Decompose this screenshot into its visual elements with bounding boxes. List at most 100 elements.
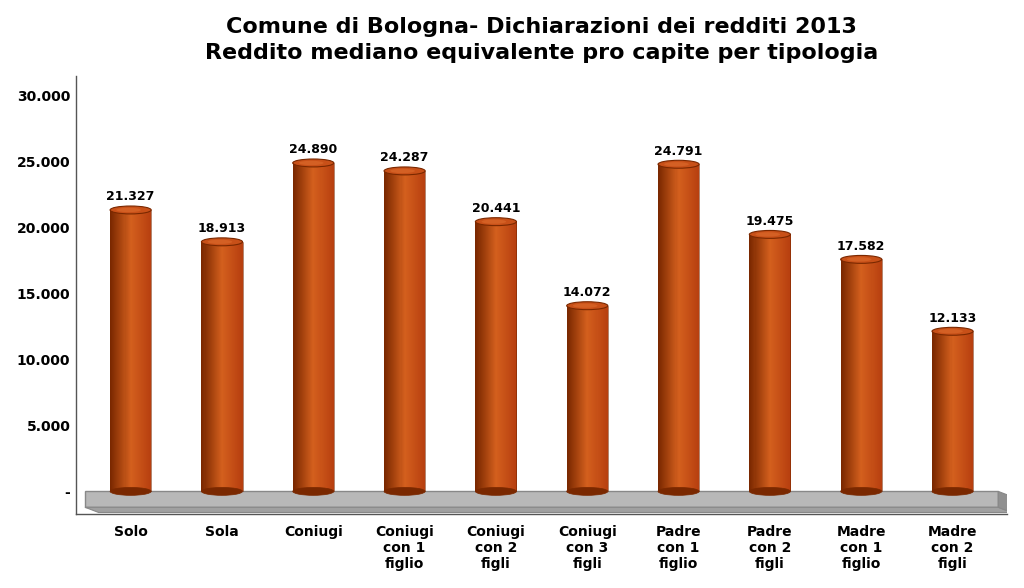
Bar <box>587 306 589 492</box>
Bar <box>118 210 119 492</box>
Bar <box>600 306 601 492</box>
Bar <box>497 222 498 492</box>
Bar <box>939 331 940 492</box>
Bar <box>402 171 403 492</box>
Bar <box>148 210 150 492</box>
Bar <box>142 210 143 492</box>
Ellipse shape <box>208 240 232 244</box>
Bar <box>597 306 598 492</box>
Bar <box>957 331 958 492</box>
Bar <box>307 163 308 492</box>
Bar <box>324 163 325 492</box>
Bar <box>312 163 313 492</box>
Bar <box>673 164 674 492</box>
Bar <box>679 164 680 492</box>
Bar <box>484 222 485 492</box>
Bar <box>688 164 689 492</box>
Bar <box>515 222 516 492</box>
Bar <box>566 306 568 492</box>
Ellipse shape <box>566 302 608 310</box>
Bar <box>136 210 137 492</box>
Bar <box>569 306 571 492</box>
Bar <box>309 163 310 492</box>
Bar <box>669 164 670 492</box>
Bar <box>853 259 854 492</box>
Bar <box>241 242 242 492</box>
Bar <box>868 259 869 492</box>
Bar <box>786 235 787 492</box>
Bar <box>842 259 843 492</box>
Bar <box>507 222 508 492</box>
Bar <box>678 164 679 492</box>
Bar <box>399 171 400 492</box>
Bar <box>956 331 957 492</box>
Bar <box>785 235 786 492</box>
Bar <box>684 164 685 492</box>
Bar <box>319 163 321 492</box>
Bar <box>401 171 402 492</box>
Bar <box>327 163 328 492</box>
Bar <box>945 331 946 492</box>
Bar <box>693 164 694 492</box>
Bar <box>863 259 864 492</box>
Bar <box>219 242 220 492</box>
Bar <box>414 171 415 492</box>
Bar <box>317 163 318 492</box>
Bar <box>788 235 790 492</box>
Text: 19.475: 19.475 <box>745 215 794 228</box>
Bar <box>421 171 422 492</box>
Bar <box>962 331 963 492</box>
Bar <box>581 306 583 492</box>
Bar <box>664 164 665 492</box>
Bar <box>208 242 209 492</box>
Bar <box>671 164 672 492</box>
Bar <box>856 259 857 492</box>
Bar <box>133 210 134 492</box>
Bar <box>777 235 778 492</box>
Bar <box>222 242 223 492</box>
Bar <box>776 235 777 492</box>
Bar <box>668 164 669 492</box>
Bar <box>665 164 666 492</box>
Bar <box>690 164 691 492</box>
Bar <box>239 242 240 492</box>
Bar <box>398 171 399 492</box>
Bar <box>955 331 956 492</box>
Ellipse shape <box>390 169 415 173</box>
Bar <box>874 259 876 492</box>
Bar <box>674 164 675 492</box>
Bar <box>232 242 233 492</box>
Bar <box>131 210 132 492</box>
Bar <box>116 210 117 492</box>
Bar <box>147 210 148 492</box>
Bar <box>389 171 390 492</box>
Ellipse shape <box>658 161 699 168</box>
Bar <box>759 235 760 492</box>
Bar <box>395 171 396 492</box>
Bar <box>779 235 780 492</box>
Bar <box>311 163 312 492</box>
Bar <box>412 171 413 492</box>
Bar <box>509 222 510 492</box>
Bar <box>514 222 515 492</box>
Bar <box>392 171 393 492</box>
Bar <box>937 331 938 492</box>
Bar <box>662 164 663 492</box>
Bar <box>854 259 855 492</box>
Bar <box>296 163 297 492</box>
Bar <box>513 222 514 492</box>
Bar <box>954 331 955 492</box>
Bar <box>141 210 142 492</box>
Bar <box>226 242 227 492</box>
Ellipse shape <box>481 219 506 224</box>
Bar <box>585 306 587 492</box>
Bar <box>143 210 144 492</box>
Bar <box>387 171 388 492</box>
Bar <box>849 259 850 492</box>
Bar <box>298 163 299 492</box>
Bar <box>403 171 404 492</box>
Bar <box>773 235 774 492</box>
Bar <box>950 331 951 492</box>
Bar <box>871 259 872 492</box>
Bar <box>959 331 961 492</box>
